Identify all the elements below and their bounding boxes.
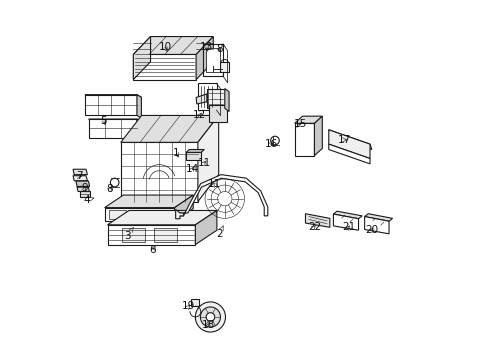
Bar	[122, 228, 145, 242]
Polygon shape	[77, 187, 89, 192]
Polygon shape	[328, 144, 369, 164]
Text: 8: 8	[216, 44, 222, 54]
Text: 19: 19	[182, 301, 195, 311]
Polygon shape	[121, 116, 218, 142]
Polygon shape	[206, 89, 224, 108]
Polygon shape	[364, 217, 388, 234]
Text: 4: 4	[83, 195, 94, 205]
Polygon shape	[196, 37, 213, 80]
Polygon shape	[305, 214, 329, 227]
Text: 16: 16	[264, 139, 278, 149]
Polygon shape	[88, 119, 141, 121]
Polygon shape	[133, 54, 196, 80]
Bar	[294, 123, 314, 156]
Circle shape	[200, 307, 220, 327]
Polygon shape	[196, 94, 206, 104]
Text: 14: 14	[185, 164, 199, 174]
Bar	[185, 152, 201, 160]
Polygon shape	[328, 130, 371, 149]
Polygon shape	[73, 176, 87, 181]
Bar	[198, 83, 216, 110]
Text: 3: 3	[124, 228, 133, 240]
Polygon shape	[180, 175, 267, 216]
Polygon shape	[198, 116, 218, 202]
Text: 17: 17	[338, 135, 351, 145]
Bar	[131, 210, 148, 219]
Polygon shape	[333, 211, 362, 219]
Bar	[153, 210, 170, 219]
Text: 11: 11	[197, 158, 210, 168]
Polygon shape	[208, 105, 226, 122]
Polygon shape	[73, 169, 87, 175]
Bar	[109, 210, 126, 219]
Polygon shape	[333, 214, 358, 230]
Polygon shape	[175, 210, 183, 219]
Polygon shape	[195, 211, 217, 244]
Bar	[154, 228, 177, 242]
Polygon shape	[85, 95, 141, 97]
Text: 2: 2	[216, 226, 223, 239]
Polygon shape	[104, 208, 174, 221]
Polygon shape	[133, 37, 150, 80]
Polygon shape	[206, 48, 220, 72]
Bar	[220, 62, 228, 72]
Polygon shape	[364, 214, 392, 221]
Text: 15: 15	[293, 120, 306, 129]
Polygon shape	[224, 89, 228, 112]
Text: 1: 1	[173, 148, 179, 158]
Circle shape	[206, 313, 214, 321]
Text: 13: 13	[200, 42, 213, 52]
Text: 5: 5	[101, 116, 107, 126]
Text: 22: 22	[307, 222, 321, 231]
Polygon shape	[107, 211, 217, 225]
Polygon shape	[104, 195, 193, 208]
Polygon shape	[88, 119, 137, 138]
Polygon shape	[121, 142, 198, 202]
Text: 8: 8	[106, 184, 113, 194]
Polygon shape	[314, 116, 322, 156]
Polygon shape	[328, 130, 369, 158]
Text: 6: 6	[149, 245, 156, 255]
Polygon shape	[185, 149, 204, 152]
Polygon shape	[174, 195, 193, 221]
Text: 10: 10	[158, 42, 171, 52]
Text: 18: 18	[202, 320, 215, 330]
Polygon shape	[107, 225, 195, 244]
Polygon shape	[80, 191, 89, 197]
Circle shape	[195, 302, 225, 332]
Polygon shape	[133, 37, 213, 54]
Polygon shape	[76, 181, 89, 186]
Text: 20: 20	[365, 225, 378, 235]
Polygon shape	[294, 116, 322, 123]
Text: 9: 9	[81, 183, 88, 193]
Polygon shape	[137, 119, 141, 140]
Text: 11: 11	[207, 179, 220, 189]
Text: 7: 7	[76, 171, 82, 181]
Polygon shape	[191, 299, 199, 306]
Polygon shape	[137, 95, 141, 118]
Polygon shape	[85, 95, 137, 116]
Text: 21: 21	[341, 222, 354, 232]
Text: 12: 12	[193, 111, 206, 121]
